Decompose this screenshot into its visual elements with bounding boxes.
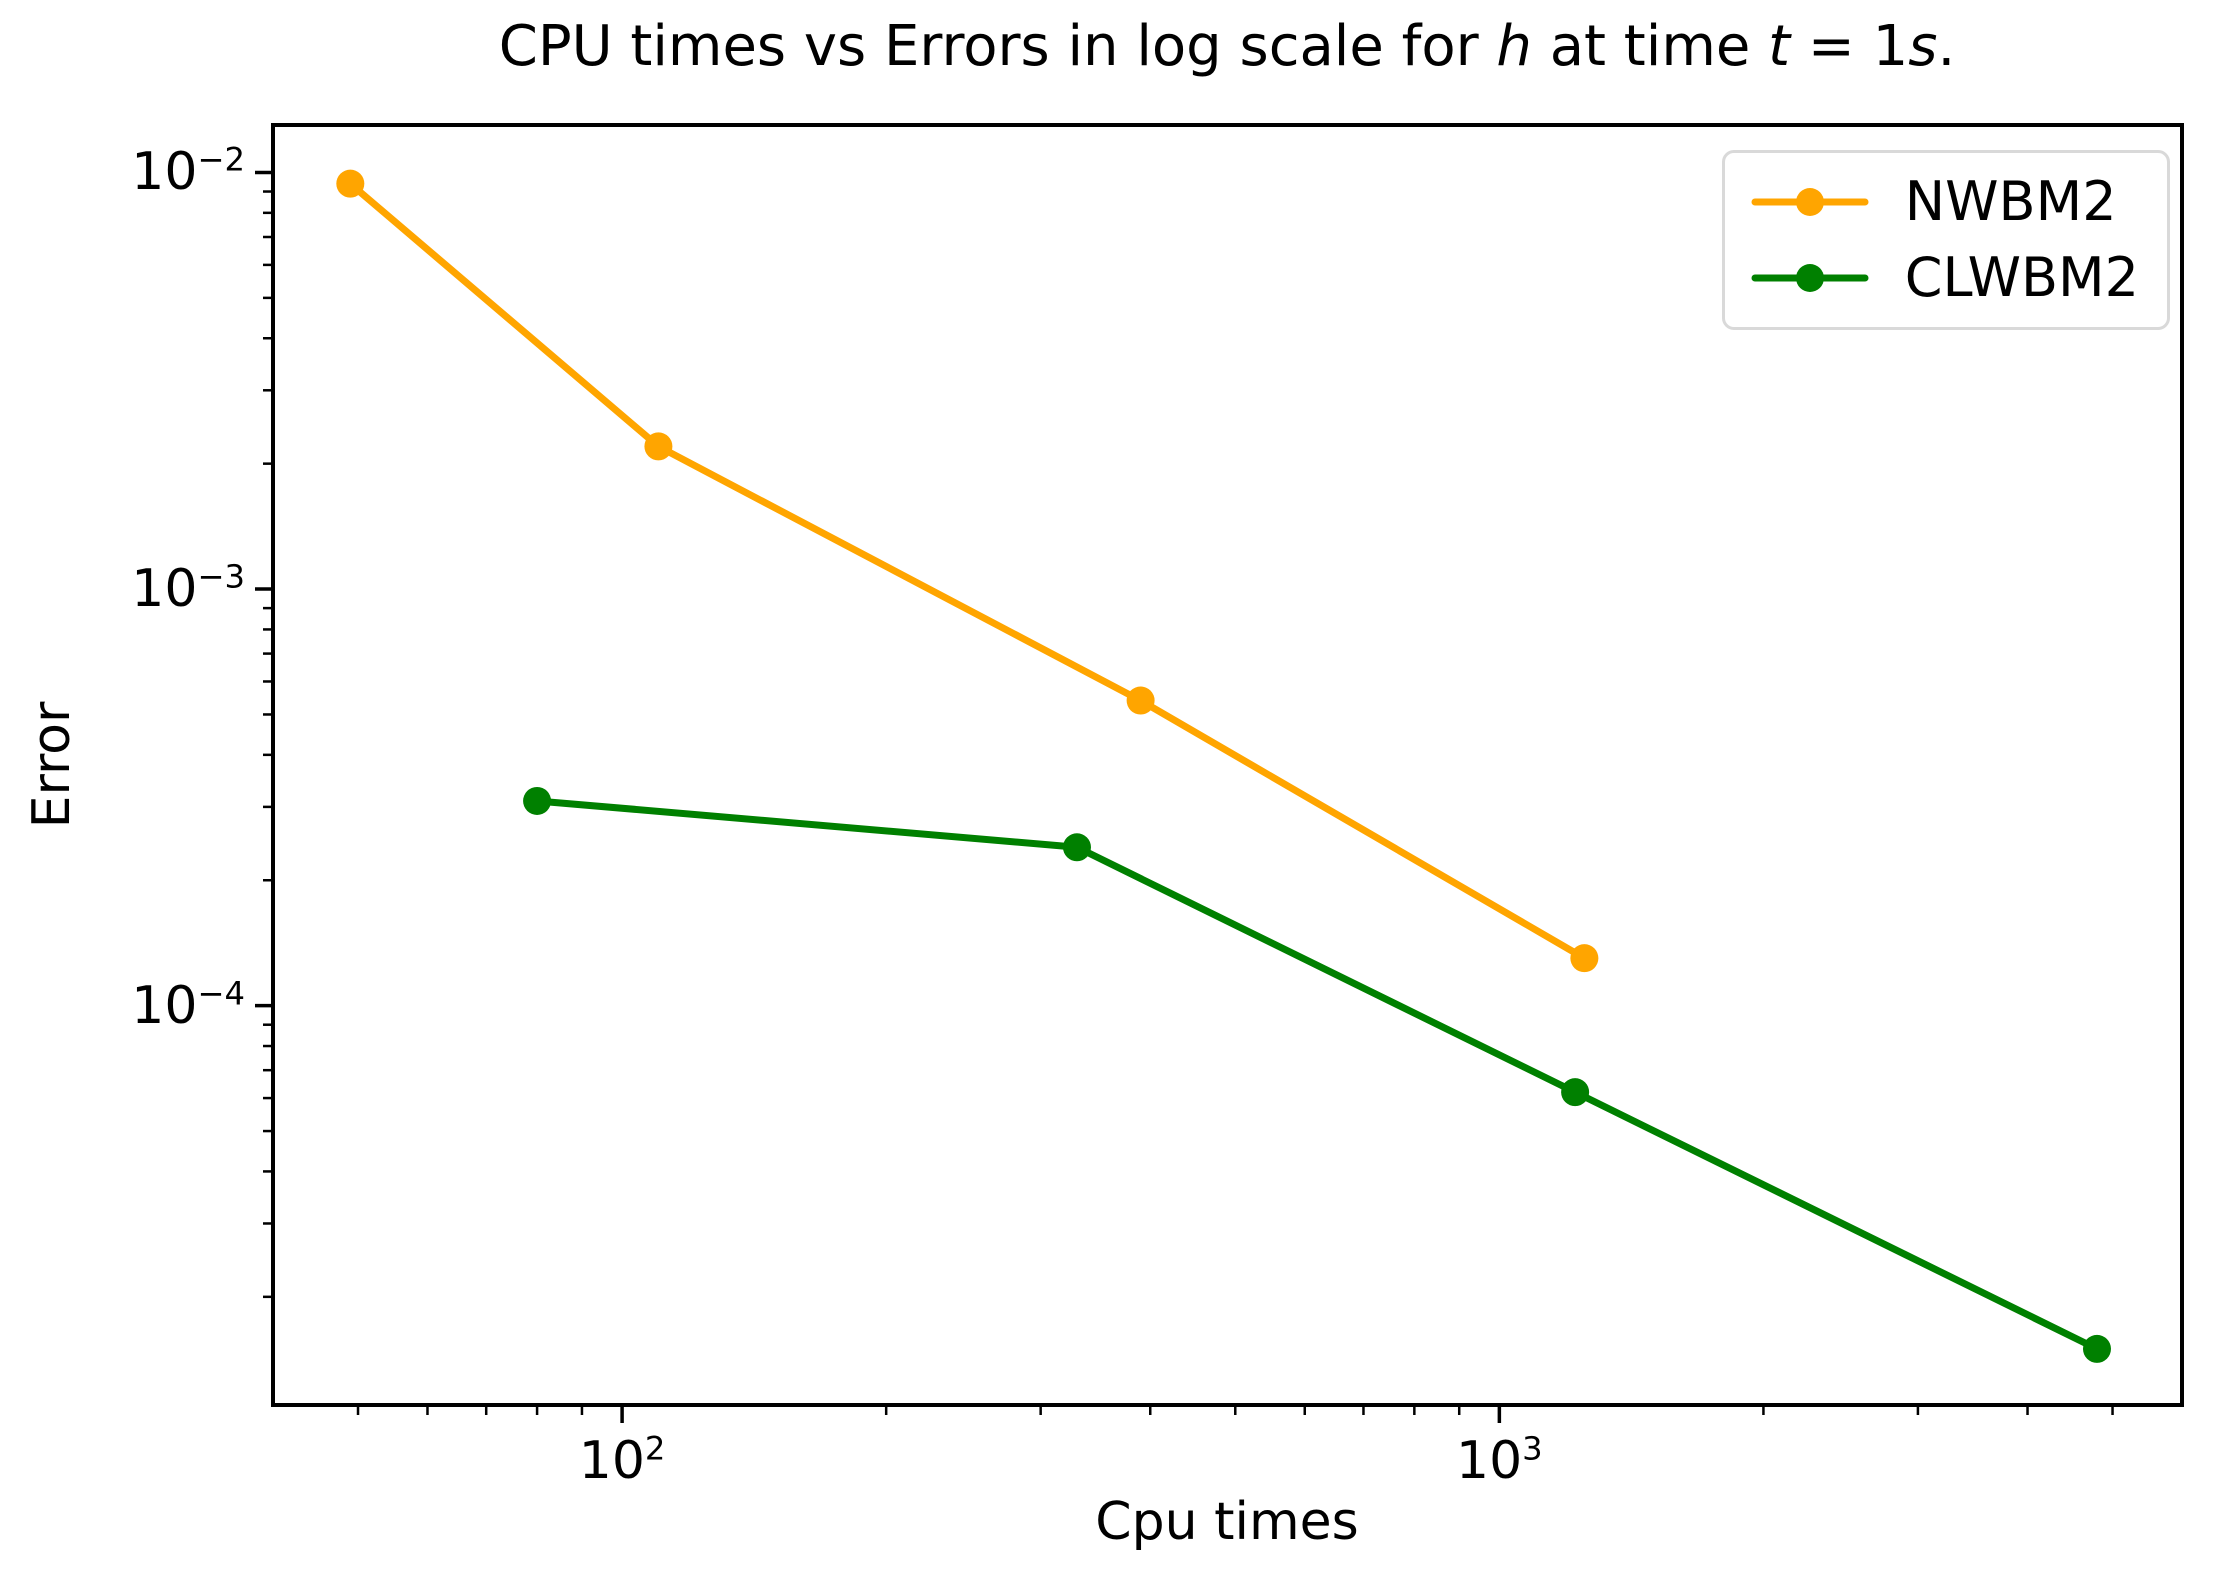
title-part: t: [1768, 14, 1791, 79]
data-point-NWBM2: [336, 169, 365, 198]
title-part: = 1: [1790, 14, 1909, 79]
title-part: .: [1937, 14, 1956, 79]
data-point-CLWBM2: [2082, 1334, 2111, 1363]
legend-label: CLWBM2: [1904, 246, 2139, 310]
title-part: s: [1908, 14, 1938, 79]
data-point-CLWBM2: [1561, 1078, 1590, 1107]
legend: NWBM2 CLWBM2: [1721, 150, 2170, 331]
data-point-NWBM2: [1570, 944, 1599, 973]
series-line-NWBM2: [346, 180, 1588, 962]
title-part: h: [1496, 14, 1532, 79]
plot-frame: [271, 123, 2184, 1407]
data-point-NWBM2: [1126, 686, 1155, 715]
chart-title: CPU times vs Errors in log scale for h a…: [499, 14, 1956, 79]
legend-label: NWBM2: [1904, 170, 2117, 233]
legend-marker: [1751, 188, 1869, 217]
legend-item-CLWBM2: CLWBM2: [1751, 246, 2139, 310]
x-axis-label: Cpu times: [1095, 1492, 1359, 1552]
title-part: CPU times vs Errors in log scale for: [498, 14, 1497, 79]
legend-item-NWBM2: NWBM2: [1751, 170, 2139, 233]
data-point-CLWBM2: [523, 786, 552, 815]
x-tick-label: 103: [1456, 1429, 1543, 1491]
y-tick-label: 10−2: [131, 141, 245, 203]
y-tick-label: 10−4: [131, 974, 245, 1036]
legend-marker: [1751, 264, 1869, 293]
x-tick-label: 102: [578, 1429, 666, 1491]
series-line-CLWBM2: [533, 797, 2101, 1353]
data-point-CLWBM2: [1062, 833, 1091, 862]
data-point-NWBM2: [644, 432, 673, 461]
y-tick-label: 10−3: [131, 557, 245, 620]
title-part: at time: [1531, 14, 1769, 79]
